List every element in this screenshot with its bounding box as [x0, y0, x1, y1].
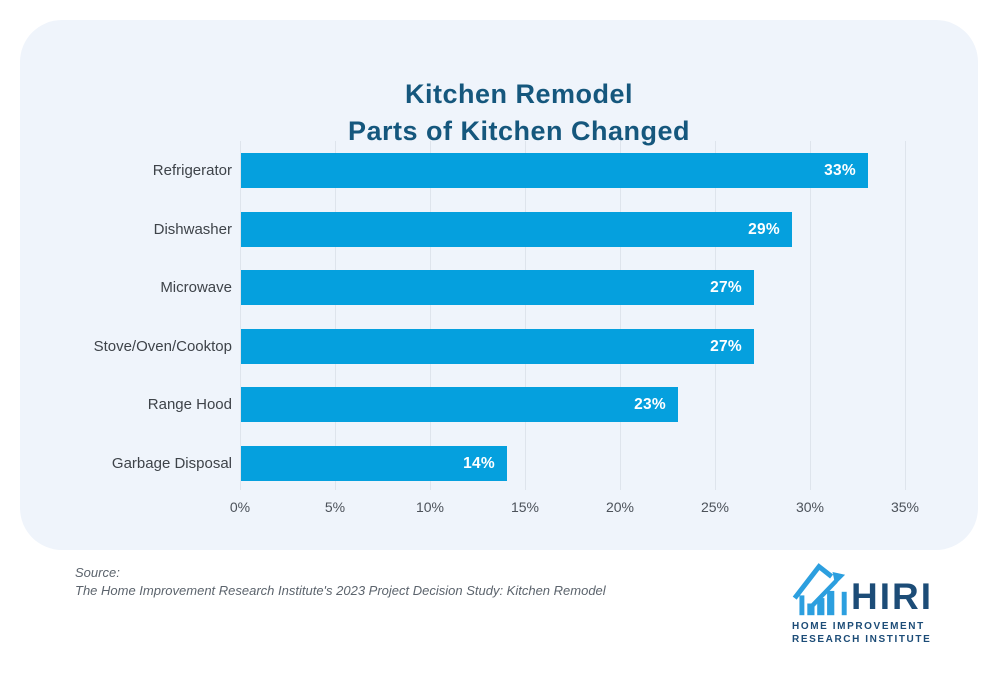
x-tick-label: 20%	[605, 499, 635, 515]
x-tick-label: 10%	[415, 499, 445, 515]
source-text: The Home Improvement Research Institute'…	[75, 583, 606, 598]
source-note: Source: The Home Improvement Research In…	[75, 564, 606, 600]
chart-title: Kitchen Remodel Parts of Kitchen Changed	[40, 76, 998, 150]
gridline	[620, 141, 621, 490]
bar: 27%	[241, 270, 754, 305]
bar-value-label: 23%	[634, 395, 666, 413]
x-tick-label: 0%	[229, 499, 251, 515]
bar-value-label: 27%	[710, 278, 742, 296]
gridline	[335, 141, 336, 490]
category-label: Refrigerator	[152, 162, 232, 179]
gridline	[525, 141, 526, 490]
chart-title-line1: Kitchen Remodel	[404, 79, 634, 109]
bar: 23%	[241, 387, 678, 422]
hiri-logo: HIRI HOME IMPROVEMENT RESEARCH INSTITUTE	[783, 556, 943, 651]
category-axis: Refrigerator Dishwasher Microwave Stove/Ove…	[60, 141, 232, 490]
x-tick-label: 15%	[510, 499, 540, 515]
category-label: Range Hood	[147, 396, 232, 413]
gridline	[715, 141, 716, 490]
bar-value-label: 27%	[710, 337, 742, 355]
source-label: Source:	[75, 565, 120, 580]
chart-title-line2: Parts of Kitchen Changed	[347, 116, 691, 146]
bar: 33%	[241, 153, 868, 188]
x-axis: 0% 5% 10% 15% 20% 25% 30% 35%	[230, 499, 919, 519]
gridline	[810, 141, 811, 490]
bar: 27%	[241, 329, 754, 364]
logo-subtitle-line1: HOME IMPROVEMENT	[792, 621, 925, 632]
bar-value-label: 33%	[824, 161, 856, 179]
logo-subtitle-line2: RESEARCH INSTITUTE	[792, 634, 932, 645]
category-label: Garbage Disposal	[111, 455, 232, 472]
x-tick-label: 30%	[795, 499, 825, 515]
bar-value-label: 14%	[463, 454, 495, 472]
x-tick-label: 35%	[890, 499, 920, 515]
category-label: Stove/Oven/Cooktop	[93, 338, 232, 355]
x-tick-label: 5%	[324, 499, 346, 515]
bar: 14%	[241, 446, 507, 481]
bar-value-label: 29%	[748, 220, 780, 238]
logo-subtitle: HOME IMPROVEMENT RESEARCH INSTITUTE	[792, 620, 931, 646]
x-tick-label: 25%	[700, 499, 730, 515]
logo-wordmark: HIRI	[851, 576, 933, 617]
gridline	[430, 141, 431, 490]
category-label: Microwave	[160, 279, 232, 296]
gridline	[905, 141, 906, 490]
plot-area: 33% 29% 27% 27% 23% 14%	[240, 141, 906, 490]
category-label: Dishwasher	[153, 221, 232, 238]
gridline	[240, 141, 241, 490]
hiri-house-icon	[792, 563, 847, 616]
bar: 29%	[241, 212, 792, 247]
